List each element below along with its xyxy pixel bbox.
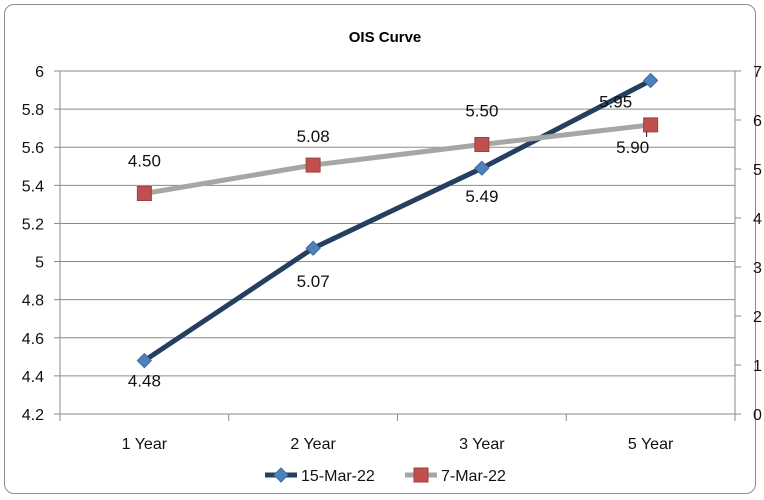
- x-tick-label: 1 Year: [122, 436, 168, 453]
- x-tick-label: 2 Year: [290, 436, 336, 453]
- data-label: 5.07: [297, 272, 330, 291]
- legend-label: 7-Mar-22: [441, 468, 506, 485]
- series-line-0: [141, 78, 654, 364]
- tick-labels: 4.2 4.4 4.6 4.8 5 5.2 5.4 5.6 5.8 6 0 1 2 3 4 5 6 7 1 Year…: [22, 64, 762, 453]
- series: [136, 72, 659, 369]
- y-left-tick-label: 4.4: [22, 369, 44, 386]
- y-left-tick-label: 6: [35, 64, 44, 81]
- legend-diamond-icon: [273, 467, 289, 483]
- y-left-tick-label: 5.8: [22, 102, 44, 119]
- series-line-1: [141, 122, 654, 196]
- y-right-tick-label: 1: [753, 358, 762, 375]
- y-left-tick-label: 4.2: [22, 407, 44, 424]
- y-left-tick-label: 5.6: [22, 140, 44, 157]
- x-tick-label: 5 Year: [628, 436, 674, 453]
- axes: [54, 70, 741, 421]
- square-marker: [136, 186, 152, 201]
- data-label: 4.50: [128, 152, 161, 171]
- legend-square-icon: [413, 467, 429, 483]
- data-label: 5.08: [297, 127, 330, 146]
- y-right-tick-label: 3: [753, 260, 762, 277]
- legend: 15-Mar-22 7-Mar-22: [265, 467, 506, 485]
- data-label: 4.48: [128, 372, 161, 391]
- y-right-tick-label: 5: [753, 162, 762, 179]
- legend-label: 15-Mar-22: [301, 468, 375, 485]
- diamond-marker: [474, 160, 490, 176]
- data-label: 5.50: [465, 102, 498, 121]
- diamond-marker: [642, 72, 659, 89]
- y-left-tick-label: 5: [35, 255, 44, 272]
- y-right-tick-label: 7: [753, 64, 762, 81]
- y-left-tick-label: 4.8: [22, 293, 44, 310]
- y-left-tick-label: 4.6: [22, 331, 44, 348]
- chart-frame: [4, 4, 756, 494]
- square-marker: [474, 137, 490, 152]
- y-right-tick-label: 4: [753, 211, 762, 228]
- x-tick-label: 3 Year: [459, 436, 505, 453]
- square-marker: [305, 157, 321, 173]
- gridlines: [60, 70, 735, 377]
- diamond-marker: [305, 240, 321, 256]
- data-label: 5.95: [599, 93, 632, 112]
- chart-title: OIS Curve: [349, 29, 422, 46]
- square-marker: [643, 117, 659, 133]
- y-right-tick-label: 6: [753, 113, 762, 130]
- data-label: 5.49: [465, 187, 498, 206]
- y-right-tick-label: 2: [753, 309, 762, 326]
- y-right-tick-label: 0: [753, 407, 762, 424]
- diamond-marker: [136, 352, 153, 369]
- y-left-tick-label: 5.2: [22, 216, 44, 233]
- data-label: 5.90: [616, 138, 649, 157]
- data-labels: 4.48 5.07 5.49 5.95 4.50 5.08 5.50 5.90: [128, 93, 649, 391]
- y-left-tick-label: 5.4: [22, 178, 44, 195]
